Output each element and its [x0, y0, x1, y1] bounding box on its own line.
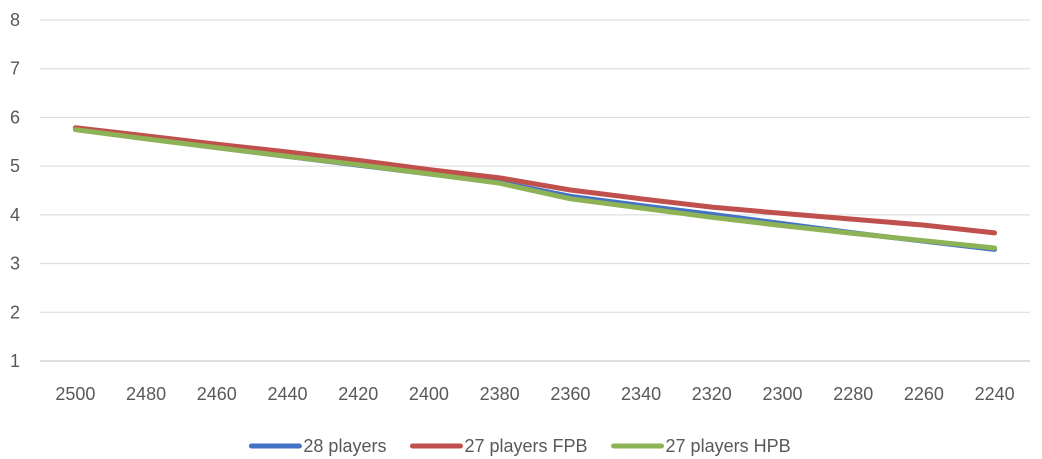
legend-label-2: 27 players FPB	[464, 436, 587, 456]
x-tick-label: 2380	[480, 384, 520, 404]
x-tick-label: 2420	[338, 384, 378, 404]
y-axis-ticks: 1 2 3 4 5 6 7 8	[10, 10, 20, 371]
gridlines	[40, 19, 1030, 362]
x-tick-label: 2260	[904, 384, 944, 404]
series-line-2	[72, 125, 998, 236]
series-lines	[72, 125, 998, 252]
y-tick-label: 2	[10, 302, 20, 322]
x-tick-label: 2320	[692, 384, 732, 404]
legend-label-1: 28 players	[303, 436, 386, 456]
x-tick-label: 2460	[197, 384, 237, 404]
y-tick-label: 6	[10, 107, 20, 127]
y-tick-label: 8	[10, 10, 20, 30]
series-line-3	[72, 127, 998, 251]
x-tick-label: 2440	[267, 384, 307, 404]
x-tick-label: 2400	[409, 384, 449, 404]
x-tick-label: 2240	[975, 384, 1015, 404]
y-tick-label: 4	[10, 205, 20, 225]
x-tick-label: 2360	[550, 384, 590, 404]
x-axis-ticks: 2500 2480 2460 2440 2420 2400 2380 2360 2340 2320…	[55, 384, 1014, 404]
x-tick-label: 2280	[833, 384, 873, 404]
x-tick-label: 2480	[126, 384, 166, 404]
legend: 28 players 27 players FPB 27 players HPB	[248, 436, 791, 456]
x-tick-label: 2500	[55, 384, 95, 404]
y-tick-label: 1	[10, 351, 20, 371]
x-tick-label: 2340	[621, 384, 661, 404]
y-tick-label: 5	[10, 156, 20, 176]
legend-label-3: 27 players HPB	[666, 436, 791, 456]
x-tick-label: 2300	[762, 384, 802, 404]
y-tick-label: 7	[10, 59, 20, 79]
y-tick-label: 3	[10, 254, 20, 274]
